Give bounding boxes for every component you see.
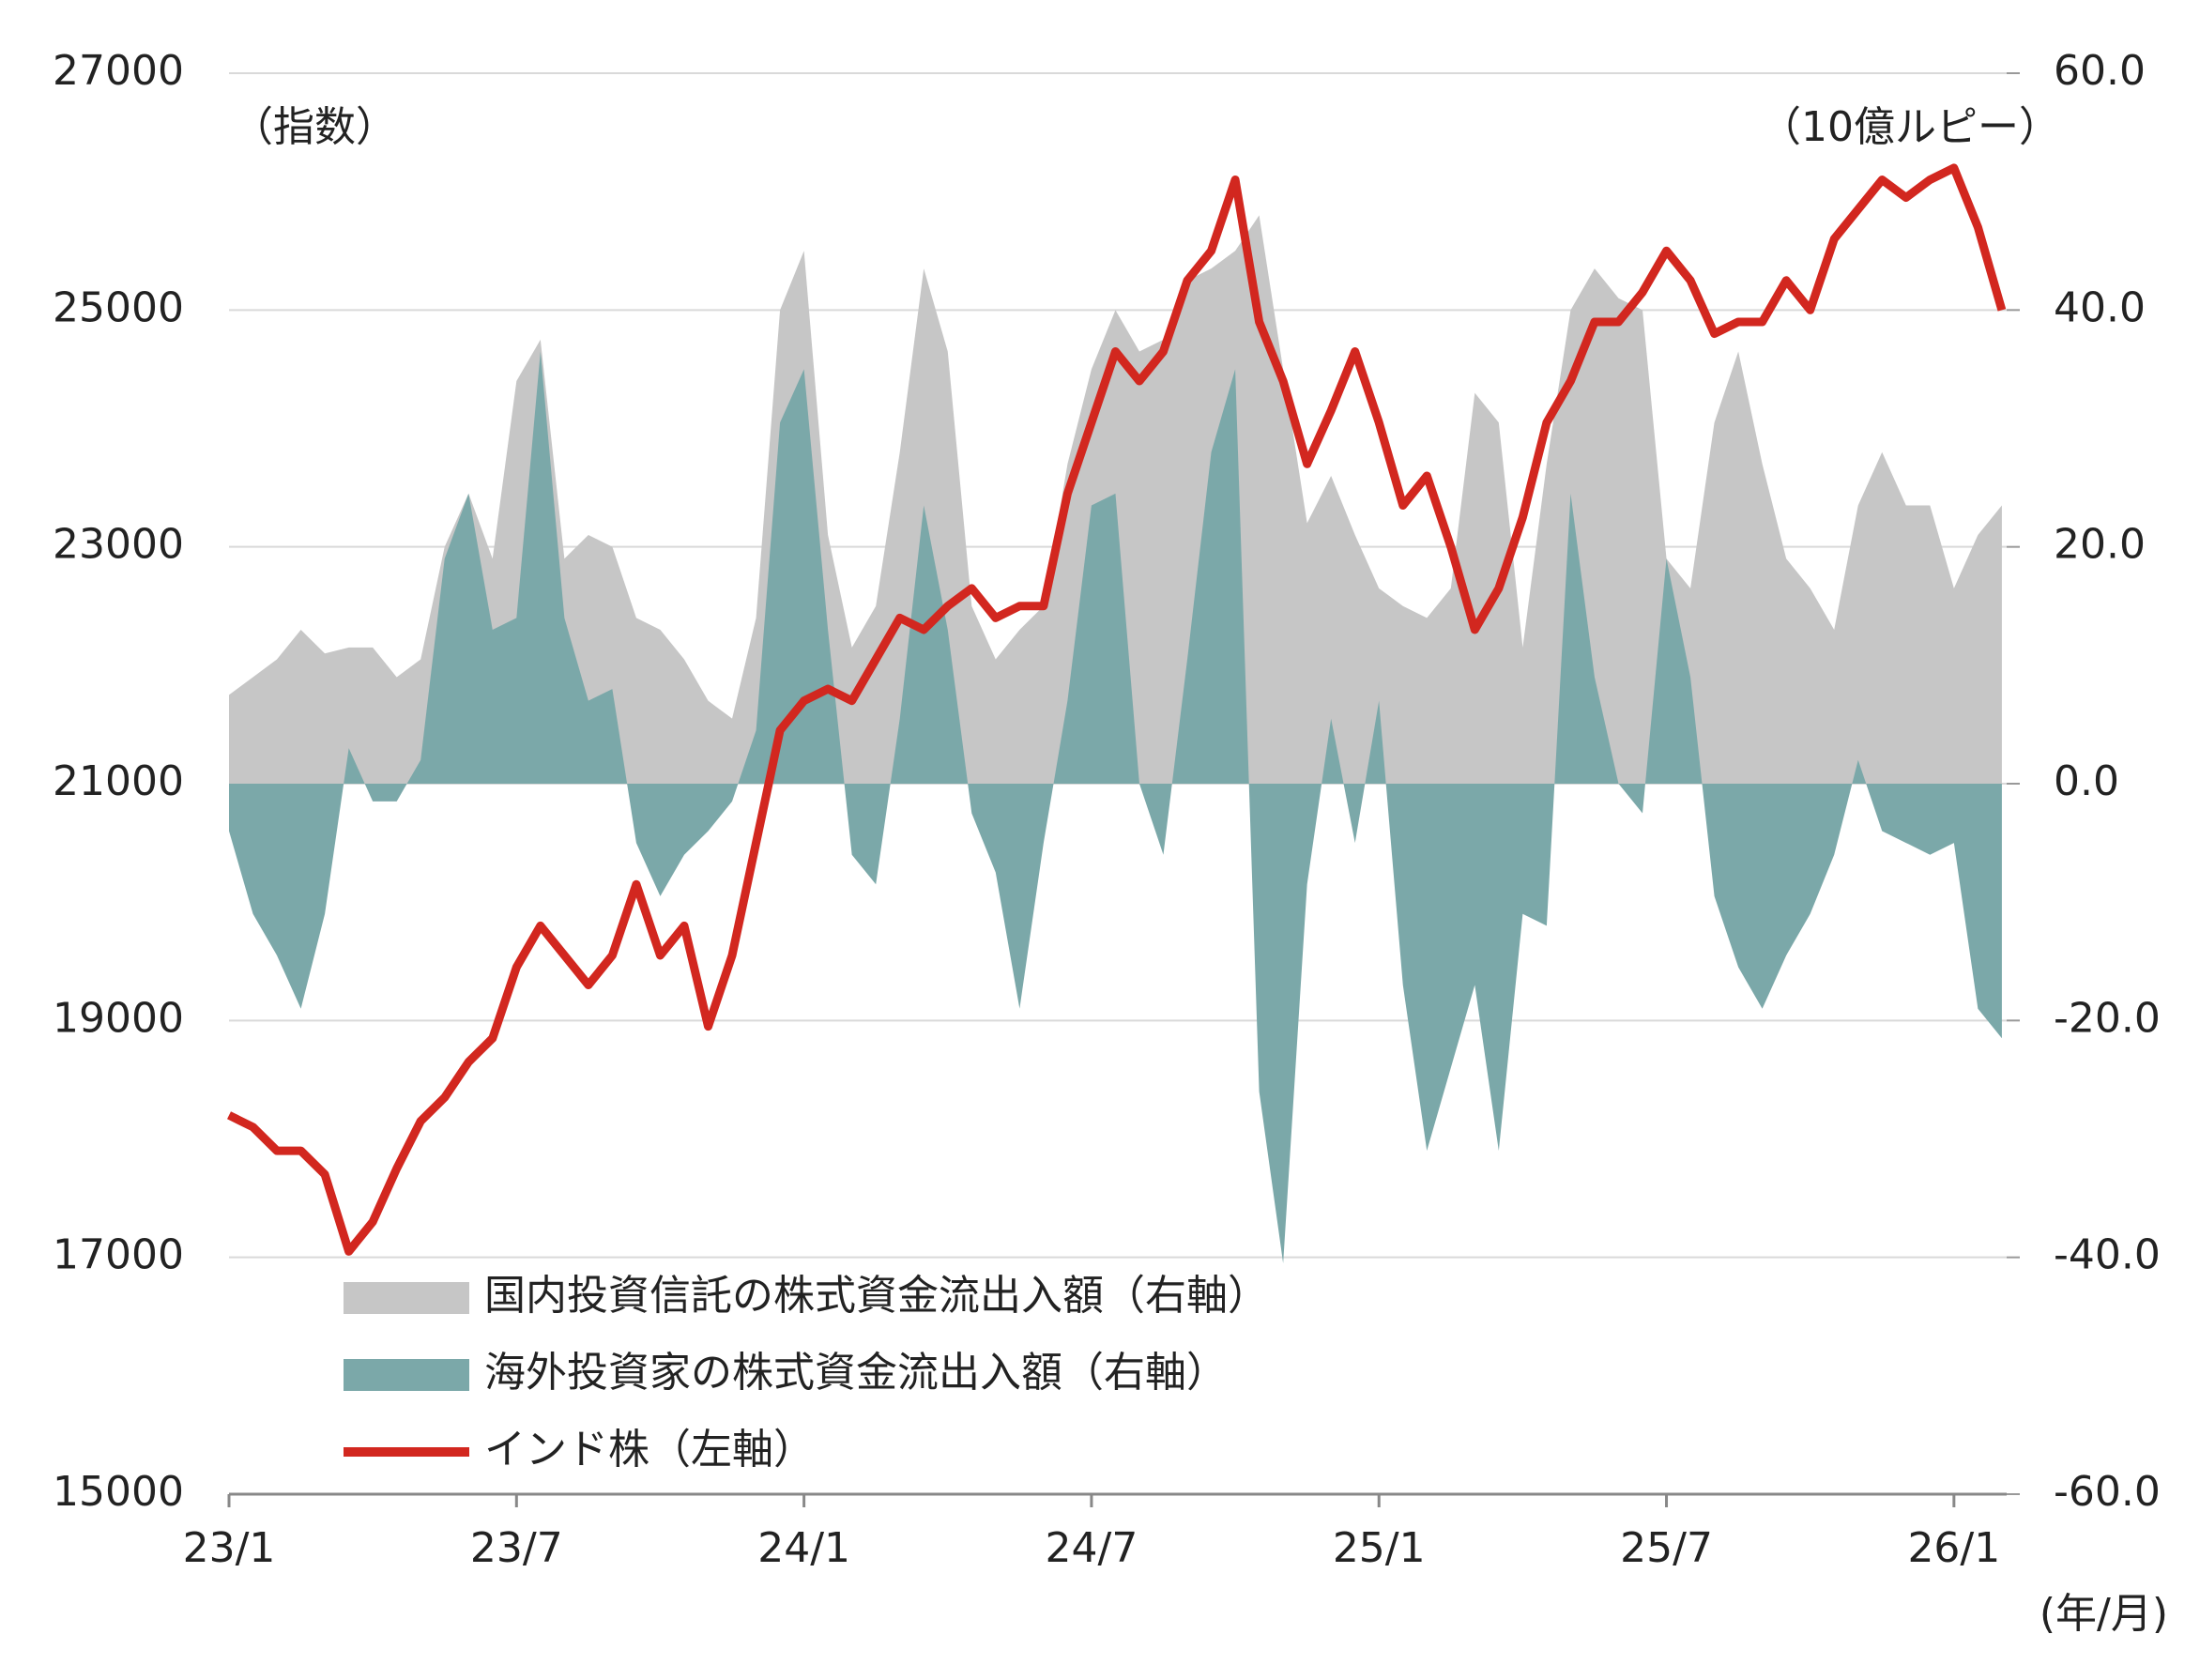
y-tick-label: 27000: [53, 47, 184, 95]
line-layer: [227, 163, 2007, 1256]
x-tick-label: 25/1: [1333, 1524, 1426, 1572]
legend-label: 国内投資信託の株式資金流出入額（右軸）: [484, 1272, 1269, 1320]
y-tick-label: 19000: [53, 994, 184, 1042]
y2-unit-label: （10億ルピー）: [1760, 103, 2060, 151]
y-tick-label: 23000: [53, 521, 184, 569]
x-tick-label: 23/7: [470, 1524, 563, 1572]
legend-label: 海外投資家の株式資金流出入額（右軸）: [484, 1349, 1228, 1397]
y2-tick-label: -20.0: [2054, 994, 2161, 1042]
y2-tick-label: -40.0: [2054, 1231, 2161, 1279]
y-tick-label: 17000: [53, 1231, 184, 1279]
y2-tick-label: -60.0: [2054, 1468, 2161, 1516]
legend-swatch: [344, 1359, 469, 1391]
legend-swatch: [344, 1282, 469, 1314]
y2-tick-label: 60.0: [2054, 47, 2146, 95]
y-tick-label: 15000: [53, 1468, 184, 1516]
legend-layer: 国内投資信託の株式資金流出入額（右軸） 海外投資家の株式資金流出入額（右軸） インド…: [344, 1272, 1269, 1474]
area-layer: [229, 215, 2002, 1263]
x-tick-label: 23/1: [183, 1524, 276, 1572]
x-tick-label: 25/7: [1620, 1524, 1713, 1572]
y2-tick-label: 0.0: [2054, 757, 2119, 805]
y-tick-label: 21000: [53, 757, 184, 805]
y2-tick-label: 20.0: [2054, 521, 2146, 569]
area: [229, 351, 2002, 1263]
x-tick-label: 24/1: [757, 1524, 850, 1572]
legend-label: インド株（左軸）: [484, 1426, 815, 1474]
axis-layer: 15000 17000 19000 21000 23000 25000 27000 -60.0…: [53, 47, 2161, 1572]
x-tick-label: 26/1: [1907, 1524, 2000, 1572]
line: [227, 163, 2007, 1256]
y-unit-label: （指数）: [232, 103, 397, 151]
x-unit-label: (年/月): [2040, 1590, 2168, 1638]
x-tick-label: 24/7: [1046, 1524, 1138, 1572]
y2-tick-label: 40.0: [2054, 283, 2146, 331]
y-tick-label: 25000: [53, 283, 184, 331]
